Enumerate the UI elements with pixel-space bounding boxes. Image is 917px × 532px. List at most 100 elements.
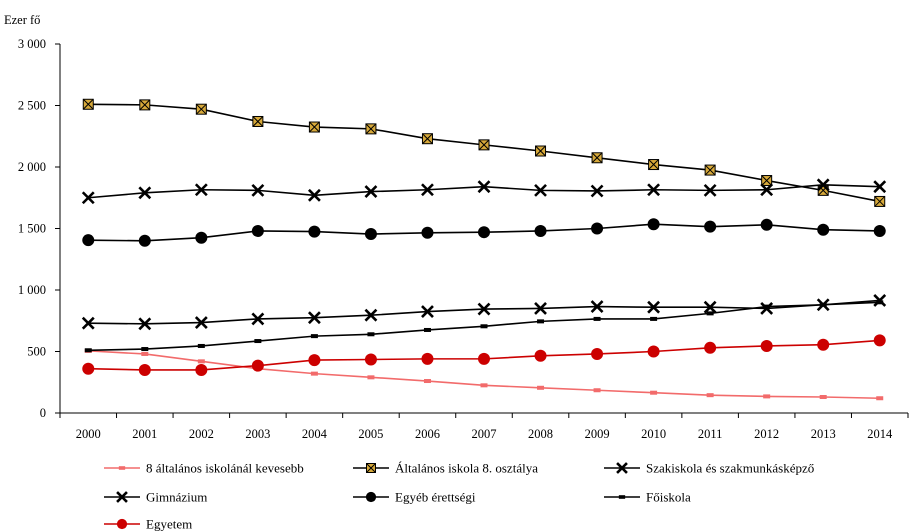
series xyxy=(84,300,884,353)
point-marker xyxy=(590,184,604,198)
point-marker xyxy=(761,175,773,187)
point-marker xyxy=(703,183,717,197)
point-marker xyxy=(650,316,658,321)
point-marker xyxy=(819,395,827,400)
y-tick-label: 2 500 xyxy=(18,99,46,113)
legend-item: Főiskola xyxy=(604,490,691,505)
point-marker xyxy=(141,351,149,356)
point-marker xyxy=(251,183,265,197)
x-tick-labels: 2000 2001 2002 2003 2004 2005 2006 2007 2008 2009… xyxy=(76,427,893,441)
point-marker xyxy=(876,396,884,401)
point-marker xyxy=(480,324,488,329)
point-marker xyxy=(537,319,545,324)
point-marker xyxy=(763,304,771,309)
point-marker xyxy=(537,385,545,390)
point-marker xyxy=(82,234,95,247)
point-marker xyxy=(478,139,490,151)
y-tick-labels: 0 500 1 000 1 500 2 000 2 500 3 000 xyxy=(18,37,46,420)
point-marker xyxy=(704,220,717,233)
point-marker xyxy=(648,159,660,171)
point-marker xyxy=(308,354,321,367)
legend-label: Egyéb érettségi xyxy=(395,490,476,505)
point-marker xyxy=(116,491,128,503)
legend-item: Egyetem xyxy=(104,517,192,532)
point-marker xyxy=(706,311,714,316)
point-marker xyxy=(307,188,321,202)
point-marker xyxy=(819,302,827,307)
point-marker xyxy=(535,145,547,157)
x-tick-label: 2000 xyxy=(76,427,101,441)
point-marker xyxy=(478,352,490,365)
point-marker xyxy=(534,224,547,237)
point-marker xyxy=(534,302,547,315)
point-marker xyxy=(252,115,264,127)
point-marker xyxy=(251,224,264,237)
point-marker xyxy=(138,234,151,247)
point-marker xyxy=(195,363,208,376)
point-marker xyxy=(138,186,152,200)
point-marker xyxy=(254,339,262,344)
legend-label: Egyetem xyxy=(146,517,192,532)
point-marker xyxy=(195,231,208,244)
point-marker xyxy=(251,312,265,326)
point-marker xyxy=(591,347,604,360)
point-marker xyxy=(647,300,661,314)
point-marker xyxy=(365,123,377,135)
point-marker xyxy=(816,178,830,192)
point-marker xyxy=(141,347,149,352)
point-marker xyxy=(81,316,95,330)
y-tick-label: 1 000 xyxy=(18,283,46,297)
point-marker xyxy=(704,341,717,354)
series-layer xyxy=(81,98,887,401)
point-marker xyxy=(477,180,491,194)
point-marker xyxy=(763,394,771,399)
point-marker xyxy=(873,180,887,194)
legend-label: Szakiskola és szakmunkásképző xyxy=(646,461,814,476)
x-tick-label: 2009 xyxy=(585,427,610,441)
point-marker xyxy=(308,225,321,238)
x-tick-label: 2003 xyxy=(245,427,270,441)
point-marker xyxy=(590,300,604,314)
point-marker xyxy=(197,343,205,348)
x-tick-label: 2007 xyxy=(472,427,497,441)
point-marker xyxy=(534,183,547,197)
point-marker xyxy=(310,334,318,339)
legend-item: Egyéb érettségi xyxy=(353,490,476,505)
series xyxy=(81,294,887,331)
point-marker xyxy=(307,311,321,325)
x-tick-label: 2001 xyxy=(132,427,157,441)
series xyxy=(82,98,886,207)
point-marker xyxy=(84,348,92,353)
point-marker xyxy=(365,491,377,503)
point-marker xyxy=(194,316,208,330)
y-tick-label: 0 xyxy=(40,406,46,420)
x-tick-label: 2012 xyxy=(754,427,779,441)
point-marker xyxy=(421,305,434,318)
point-marker xyxy=(706,393,714,398)
point-marker xyxy=(647,183,661,197)
y-tick-label: 2 000 xyxy=(18,160,46,174)
x-tick-label: 2004 xyxy=(302,427,328,441)
point-marker xyxy=(480,383,488,388)
legend-label: Gimnázium xyxy=(146,490,207,505)
legend-item: Gimnázium xyxy=(104,490,207,505)
point-marker xyxy=(760,339,773,352)
point-marker xyxy=(704,164,716,176)
point-marker xyxy=(364,353,377,366)
x-tick-label: 2008 xyxy=(528,427,553,441)
legend-item: Szakiskola és szakmunkásképző xyxy=(604,461,814,476)
point-marker xyxy=(421,352,434,365)
point-marker xyxy=(650,390,658,395)
legend-item: Általános iskola 8. osztálya xyxy=(353,461,538,476)
point-marker xyxy=(421,183,434,197)
point-marker xyxy=(647,218,660,231)
point-marker xyxy=(81,191,95,205)
point-marker xyxy=(760,183,774,197)
point-marker xyxy=(138,317,152,331)
point-marker xyxy=(423,327,431,332)
point-marker xyxy=(618,495,626,499)
legend-label: Általános iskola 8. osztálya xyxy=(395,461,538,476)
point-marker xyxy=(364,228,377,241)
point-marker xyxy=(251,359,264,372)
